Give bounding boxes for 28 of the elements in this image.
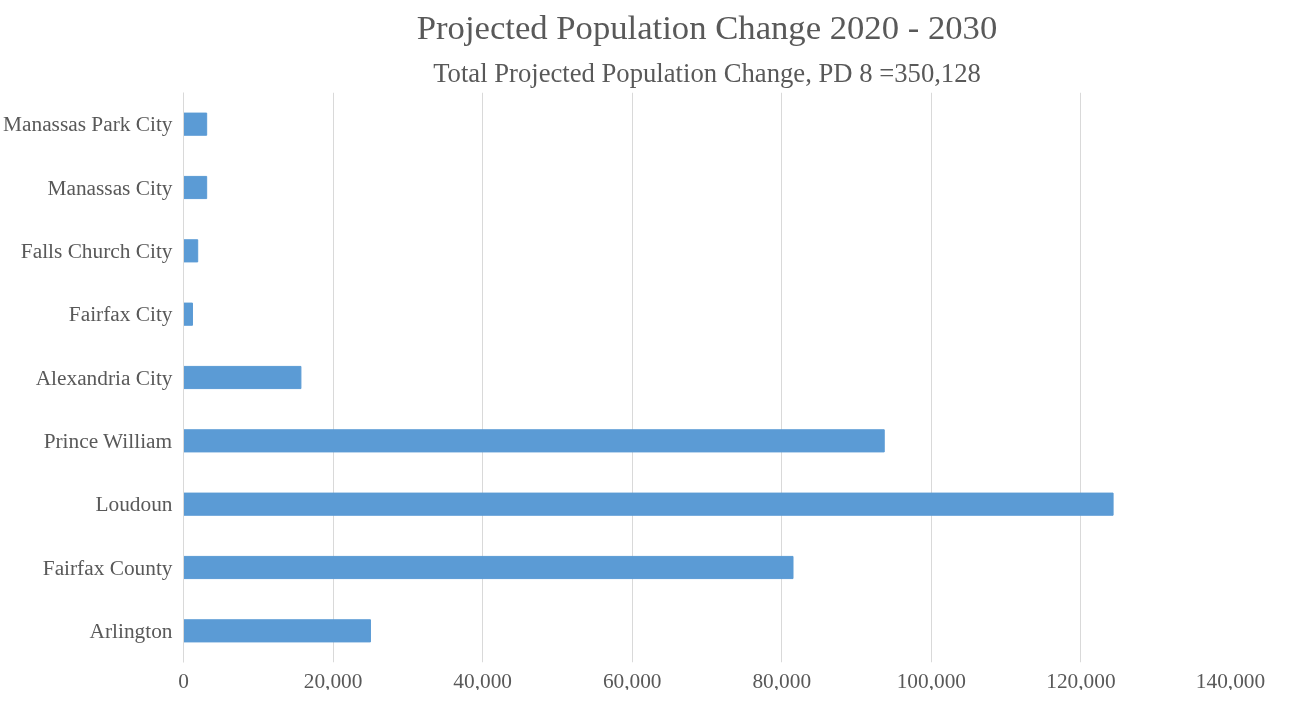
y-tick-label: Manassas Park City (3, 112, 173, 137)
y-tick-label: Arlington (89, 618, 173, 643)
bar (183, 555, 794, 580)
bar (183, 175, 208, 200)
y-tick-label: Alexandria City (35, 365, 173, 390)
bar (183, 302, 193, 326)
bar (183, 239, 199, 263)
x-tick-label: 120,000 (1046, 668, 1116, 693)
x-tick-label: 100,000 (896, 668, 967, 693)
bar (183, 429, 885, 453)
y-tick-label: Falls Church City (20, 238, 173, 263)
y-tick-label: Prince William (43, 428, 173, 453)
bar (183, 492, 1114, 516)
bar (183, 619, 371, 643)
x-tick-label: 0 (178, 668, 189, 693)
y-tick-label: Fairfax City (68, 302, 173, 327)
y-tick-label: Fairfax County (42, 555, 173, 580)
chart-title: Projected Population Change 2020 - 2030 (416, 7, 998, 46)
x-tick-label: 40,000 (453, 668, 512, 693)
bar (183, 365, 302, 390)
x-tick-label: 60,000 (602, 668, 662, 693)
x-tick-label: 80,000 (752, 668, 812, 693)
chart-subtitle: Total Projected Population Change, PD 8 =350,128 (433, 57, 981, 88)
x-tick-label: 20,000 (303, 668, 363, 693)
x-tick-label: 140,000 (1195, 668, 1266, 693)
y-tick-label: Loudoun (95, 492, 173, 517)
y-tick-label: Manassas City (47, 175, 173, 200)
bar (183, 112, 208, 136)
